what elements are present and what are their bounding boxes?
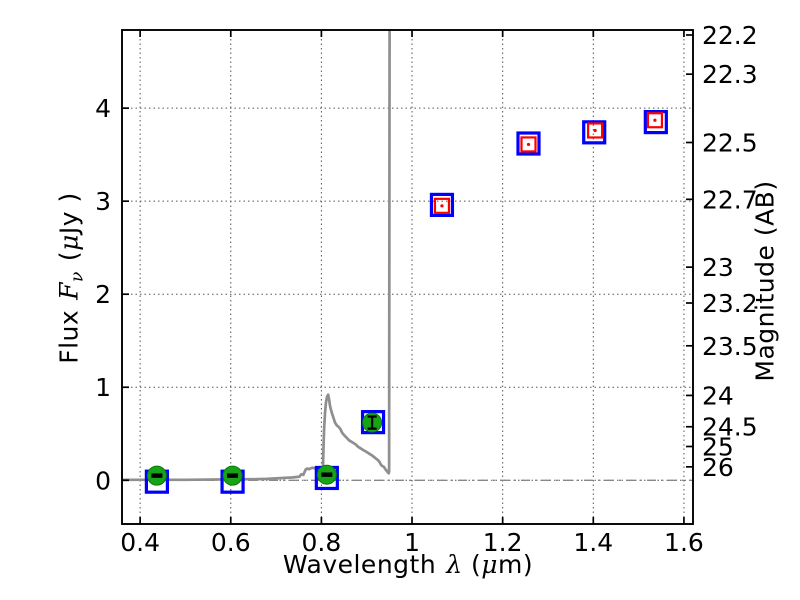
- flux-label-text: Flux: [54, 309, 84, 364]
- x-error-bar: [151, 473, 163, 478]
- mag-tick-label: 23.5: [702, 332, 758, 361]
- F-symbol: F: [54, 281, 84, 300]
- mag-tick-label: 24: [702, 381, 734, 410]
- mag-tick-label: 22.7: [702, 185, 758, 214]
- x-tick-label: 1: [404, 528, 420, 557]
- mag-tick-label: 25: [702, 432, 734, 461]
- x-tick-label: 1.2: [483, 528, 523, 557]
- x-tick-label: 0.4: [120, 528, 160, 557]
- x-tick-label: 0.8: [302, 528, 342, 557]
- markers: [144, 110, 668, 494]
- y-tick-label: 2: [95, 280, 111, 309]
- model-flux-square: [587, 122, 604, 139]
- mag-tick-label: 24.5: [702, 413, 758, 442]
- y-tick-label: 1: [95, 373, 111, 402]
- y-tick-label: 4: [95, 94, 111, 123]
- x-error-bar: [227, 473, 239, 478]
- lambda-symbol: λ: [446, 550, 463, 579]
- y-axis-label-flux: FluxFν(μJy ): [54, 192, 88, 364]
- mag-tick-label: 22.5: [702, 128, 758, 157]
- mag-tick-label: 22.2: [702, 21, 758, 50]
- x-axis-label: Wavelength λ (μm): [282, 550, 534, 579]
- model-flux-dot: [593, 128, 597, 133]
- nu-subscript: ν: [67, 271, 88, 282]
- plot-border: [121, 29, 694, 525]
- x-tick-label: 0.6: [211, 528, 251, 557]
- mag-tick-label: 23: [702, 253, 734, 282]
- x-tick-label: 1.6: [664, 528, 704, 557]
- y-tick-label: 3: [95, 187, 111, 216]
- observed-flux-square: [582, 120, 607, 145]
- model-flux-square: [520, 136, 537, 153]
- mu-symbol: μ: [54, 234, 84, 251]
- mag-tick-label: 22.3: [702, 60, 758, 89]
- mag-tick-label: 26: [702, 453, 734, 482]
- axis-ticks: [122, 30, 693, 524]
- model-flux-dot: [526, 142, 531, 147]
- y-tick-label: 0: [95, 466, 111, 495]
- observed-flux-square: [643, 110, 668, 135]
- mu-symbol: μ: [481, 550, 499, 579]
- observed-flux-square: [429, 192, 455, 218]
- y-axis-label-magnitude: Magnitude (AB): [750, 180, 780, 382]
- model-flux-dot: [653, 118, 657, 122]
- observed-flux-square: [516, 131, 541, 156]
- model-flux-square: [646, 112, 664, 129]
- x-error-bar: [321, 472, 333, 477]
- model-flux-dot: [440, 204, 444, 208]
- mag-tick-label: 23.2: [702, 289, 758, 318]
- x-label-text: Wavelength: [282, 550, 437, 579]
- model-flux-square: [433, 197, 451, 214]
- x-tick-label: 1.4: [573, 528, 613, 557]
- tick-labels: 0.4 0.6 0.8 1 1.2 1.4 1.60123422.222.322.522.7…: [95, 21, 758, 557]
- model-spectrum-line: [122, 30, 391, 482]
